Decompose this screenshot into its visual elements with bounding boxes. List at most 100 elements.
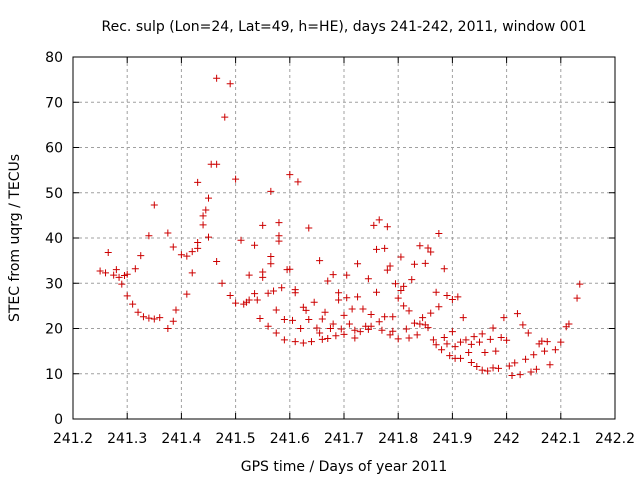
data-point-plus <box>205 194 212 202</box>
data-point-plus <box>546 361 554 369</box>
x-tick-labels: 241.2 241.3 241.4 241.5 241.6 241.7 241.8 241.9… <box>53 431 635 447</box>
data-point-plus <box>286 171 294 179</box>
data-point-plus <box>305 315 313 323</box>
data-point-plus <box>259 221 267 229</box>
data-point-plus <box>318 335 326 343</box>
data-point-plus <box>112 266 120 274</box>
data-point-plus <box>264 289 272 297</box>
data-point-plus <box>289 316 297 324</box>
data-point-plus <box>427 248 435 256</box>
axis-ticks <box>72 56 616 420</box>
data-point-plus <box>213 258 221 266</box>
data-point-plus <box>335 296 343 304</box>
data-point-plus <box>370 221 378 229</box>
data-point-plus <box>270 287 278 295</box>
data-point-plus <box>516 371 524 379</box>
y-tick-label: 10 <box>45 367 63 383</box>
data-point-plus <box>435 229 443 237</box>
data-point-plus <box>345 320 353 328</box>
data-point-plus <box>139 313 147 321</box>
data-point-plus <box>448 328 456 336</box>
data-point-plus <box>226 80 234 88</box>
data-point-plus <box>454 293 462 301</box>
y-tick-label: 80 <box>45 50 63 66</box>
x-axis-label: GPS time / Days of year 2011 <box>241 459 448 475</box>
data-point-plus <box>481 348 489 356</box>
data-point-plus <box>275 219 283 227</box>
data-point-plus <box>394 335 402 343</box>
data-point-plus <box>164 229 172 237</box>
data-point-plus <box>532 365 540 373</box>
x-tick-label: 241.9 <box>432 431 472 447</box>
data-point-plus <box>508 372 516 380</box>
data-point-plus <box>205 233 212 241</box>
data-point-plus <box>364 275 372 283</box>
data-point-plus <box>172 306 180 314</box>
data-point-plus <box>326 325 334 332</box>
data-point-plus <box>272 329 280 337</box>
grid-lines <box>73 57 615 419</box>
data-point-plus <box>421 259 429 267</box>
data-point-plus <box>497 334 505 342</box>
y-tick-label: 70 <box>45 95 63 111</box>
data-point-plus <box>467 358 475 366</box>
data-point-plus <box>213 160 221 168</box>
data-point-plus <box>416 242 424 250</box>
data-point-plus <box>96 267 104 275</box>
data-point-plus <box>397 253 405 261</box>
x-tick-label: 242.1 <box>541 431 581 447</box>
data-point-plus <box>410 319 418 327</box>
data-point-plus <box>551 346 559 354</box>
data-point-plus <box>389 313 397 321</box>
y-tick-label: 0 <box>54 412 63 428</box>
data-point-plus <box>267 253 275 261</box>
data-point-plus <box>245 271 253 279</box>
data-point-plus <box>145 232 153 240</box>
data-point-plus <box>424 244 432 252</box>
data-point-plus <box>177 251 185 259</box>
data-point-plus <box>513 310 521 318</box>
data-point-plus <box>503 336 511 344</box>
data-point-plus <box>332 332 340 340</box>
data-point-plus <box>169 317 177 325</box>
data-point-plus <box>494 364 502 372</box>
data-point-plus <box>340 311 348 319</box>
data-point-plus <box>576 280 584 288</box>
data-points <box>96 74 584 380</box>
data-point-plus <box>470 333 478 341</box>
data-point-plus <box>291 338 299 346</box>
data-point-plus <box>565 320 573 328</box>
data-point-plus <box>500 314 508 322</box>
data-point-plus <box>302 306 310 314</box>
data-point-plus <box>476 338 483 346</box>
data-point-plus <box>267 187 275 195</box>
data-point-plus <box>294 178 302 186</box>
data-point-plus <box>429 336 437 344</box>
data-point-plus <box>110 271 118 279</box>
data-point-plus <box>310 298 318 306</box>
x-tick-label: 241.4 <box>161 431 201 447</box>
data-point-plus <box>354 260 362 268</box>
data-point-plus <box>237 236 245 244</box>
data-point-plus <box>462 336 470 344</box>
data-point-plus <box>150 201 158 209</box>
data-point-plus <box>408 276 416 284</box>
data-point-plus <box>457 354 465 362</box>
data-point-plus <box>400 282 408 290</box>
data-point-plus <box>432 341 440 349</box>
data-point-plus <box>383 266 391 274</box>
data-point-plus <box>446 352 454 360</box>
data-point-plus <box>416 320 424 328</box>
data-point-plus <box>318 315 326 323</box>
data-point-plus <box>324 277 332 285</box>
data-point-plus <box>359 305 367 313</box>
data-point-plus <box>386 262 394 270</box>
data-point-plus <box>465 348 473 356</box>
data-point-plus <box>194 239 202 247</box>
data-point-plus <box>557 338 565 346</box>
data-point-plus <box>253 296 261 304</box>
data-point-plus <box>313 324 321 332</box>
data-point-plus <box>307 338 315 346</box>
data-point-plus <box>405 334 413 342</box>
data-point-plus <box>340 330 348 338</box>
